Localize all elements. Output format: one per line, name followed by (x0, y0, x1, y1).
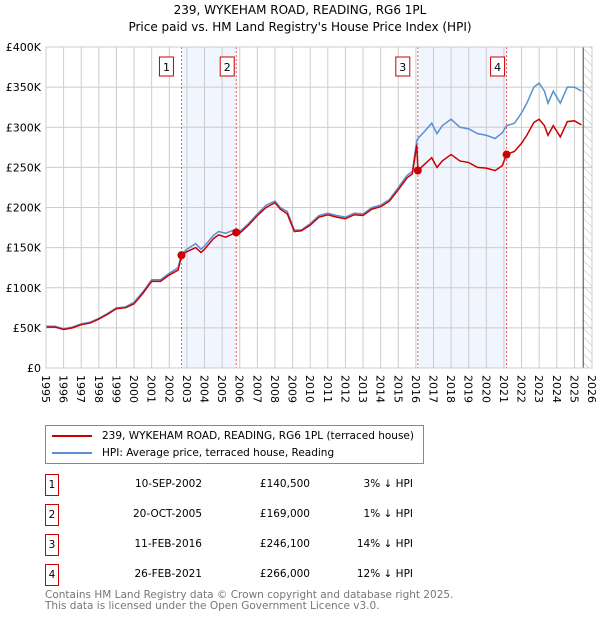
sale-hpi-diff: 1% ↓ HPI (363, 508, 413, 520)
sale-label-box (219, 56, 235, 77)
chart-title: 239, WYKEHAM ROAD, READING, RG6 1PL (173, 3, 427, 17)
y-tick-label: £400K (6, 41, 42, 54)
legend-swatch (52, 452, 92, 454)
x-tick-label: 2006 (233, 375, 246, 403)
sale-date: 11-FEB-2016 (134, 538, 202, 550)
sale-hpi-diff: 14% ↓ HPI (356, 538, 413, 550)
x-tick-label: 2009 (286, 375, 299, 403)
sale-label-box (395, 56, 411, 77)
sale-label-box (158, 56, 174, 77)
copyright-text: Contains HM Land Registry data © Crown c… (45, 589, 454, 601)
y-tick-label: £200K (6, 202, 42, 215)
x-tick-label: 1999 (109, 375, 122, 403)
x-tick-label: 2005 (215, 375, 228, 403)
y-tick-label: £300K (6, 121, 42, 134)
sale-price: £246,100 (259, 538, 310, 550)
sale-date: 20-OCT-2005 (133, 508, 202, 520)
licence-text: This data is licensed under the Open Gov… (45, 600, 380, 612)
x-tick-label: 2026 (585, 375, 598, 403)
sale-price: £266,000 (259, 568, 310, 580)
sale-row: 3 11-FEB-2016 £246,100 14% ↓ HPI (45, 534, 445, 556)
x-tick-label: 1997 (74, 375, 87, 403)
x-tick-label: 2002 (162, 375, 175, 403)
footer: Contains HM Land Registry data © Crown c… (45, 590, 453, 612)
legend-item-price: 239, WYKEHAM ROAD, READING, RG6 1PL (ter… (52, 428, 414, 444)
y-tick-label: £100K (6, 282, 42, 295)
sale-hpi-diff: 3% ↓ HPI (363, 478, 413, 490)
sale-label: 2 (224, 61, 231, 74)
sale-point (502, 150, 511, 159)
x-tick-label: 2017 (426, 375, 439, 403)
sale-number: 2 (45, 504, 59, 526)
sale-row: 2 20-OCT-2005 £169,000 1% ↓ HPI (45, 504, 445, 526)
x-tick-label: 2020 (479, 375, 492, 403)
x-tick-label: 2024 (550, 375, 563, 403)
x-tick-label: 2004 (198, 375, 211, 403)
sale-point (177, 251, 186, 260)
x-tick-label: 1995 (39, 375, 52, 403)
x-tick-label: 2013 (356, 375, 369, 403)
x-tick-label: 2003 (180, 375, 193, 403)
sale-row: 4 26-FEB-2021 £266,000 12% ↓ HPI (45, 564, 445, 586)
x-tick-label: 2016 (409, 375, 422, 403)
x-tick-label: 2000 (127, 375, 140, 403)
x-tick-label: 2025 (567, 375, 580, 403)
y-tick-label: £0 (27, 362, 41, 375)
x-tick-label: 2011 (321, 375, 334, 403)
legend-label: 239, WYKEHAM ROAD, READING, RG6 1PL (ter… (102, 430, 414, 442)
x-tick-label: 2015 (391, 375, 404, 403)
sale-label: 4 (494, 61, 501, 74)
sale-number: 4 (45, 564, 59, 586)
sale-number: 1 (45, 474, 59, 496)
sale-date: 10-SEP-2002 (134, 478, 202, 490)
legend: 239, WYKEHAM ROAD, READING, RG6 1PL (ter… (45, 425, 424, 464)
x-tick-label: 2019 (462, 375, 475, 403)
x-tick-label: 2018 (444, 375, 457, 403)
legend-item-hpi: HPI: Average price, terraced house, Read… (52, 445, 334, 461)
sale-label: 1 (163, 61, 170, 74)
hpi-line (46, 82, 582, 330)
x-tick-label: 1996 (57, 375, 70, 403)
y-tick-label: £50K (13, 322, 42, 335)
sale-label-box (490, 56, 506, 77)
x-tick-label: 2023 (532, 375, 545, 403)
sale-point (232, 228, 241, 237)
sale-price: £169,000 (259, 508, 310, 520)
y-tick-label: £150K (6, 242, 42, 255)
chart-subtitle: Price paid vs. HM Land Registry's House … (128, 20, 472, 34)
x-tick-label: 2008 (268, 375, 281, 403)
plot-border (45, 46, 593, 369)
sale-point (413, 166, 422, 175)
plot-area: 1995 1996 1997 1998 1999 2000 2001 2002 2003 2004… (6, 41, 598, 403)
legend-swatch (52, 435, 92, 437)
sale-price: £140,500 (259, 478, 310, 490)
x-tick-label: 2007 (250, 375, 263, 403)
sale-row: 1 10-SEP-2002 £140,500 3% ↓ HPI (45, 474, 445, 496)
sale-hpi-diff: 12% ↓ HPI (356, 568, 413, 580)
y-tick-label: £250K (6, 161, 42, 174)
x-tick-label: 2022 (515, 375, 528, 403)
x-tick-label: 2021 (497, 375, 510, 403)
x-tick-label: 1998 (92, 375, 105, 403)
legend-label: HPI: Average price, terraced house, Read… (102, 447, 335, 459)
sale-label: 3 (399, 61, 406, 74)
x-tick-label: 2014 (374, 375, 387, 403)
sale-date: 26-FEB-2021 (134, 568, 202, 580)
y-tick-label: £350K (6, 81, 42, 94)
x-tick-label: 2001 (145, 375, 158, 403)
sale-number: 3 (45, 534, 59, 556)
x-tick-label: 2012 (338, 375, 351, 403)
x-tick-label: 2010 (303, 375, 316, 403)
